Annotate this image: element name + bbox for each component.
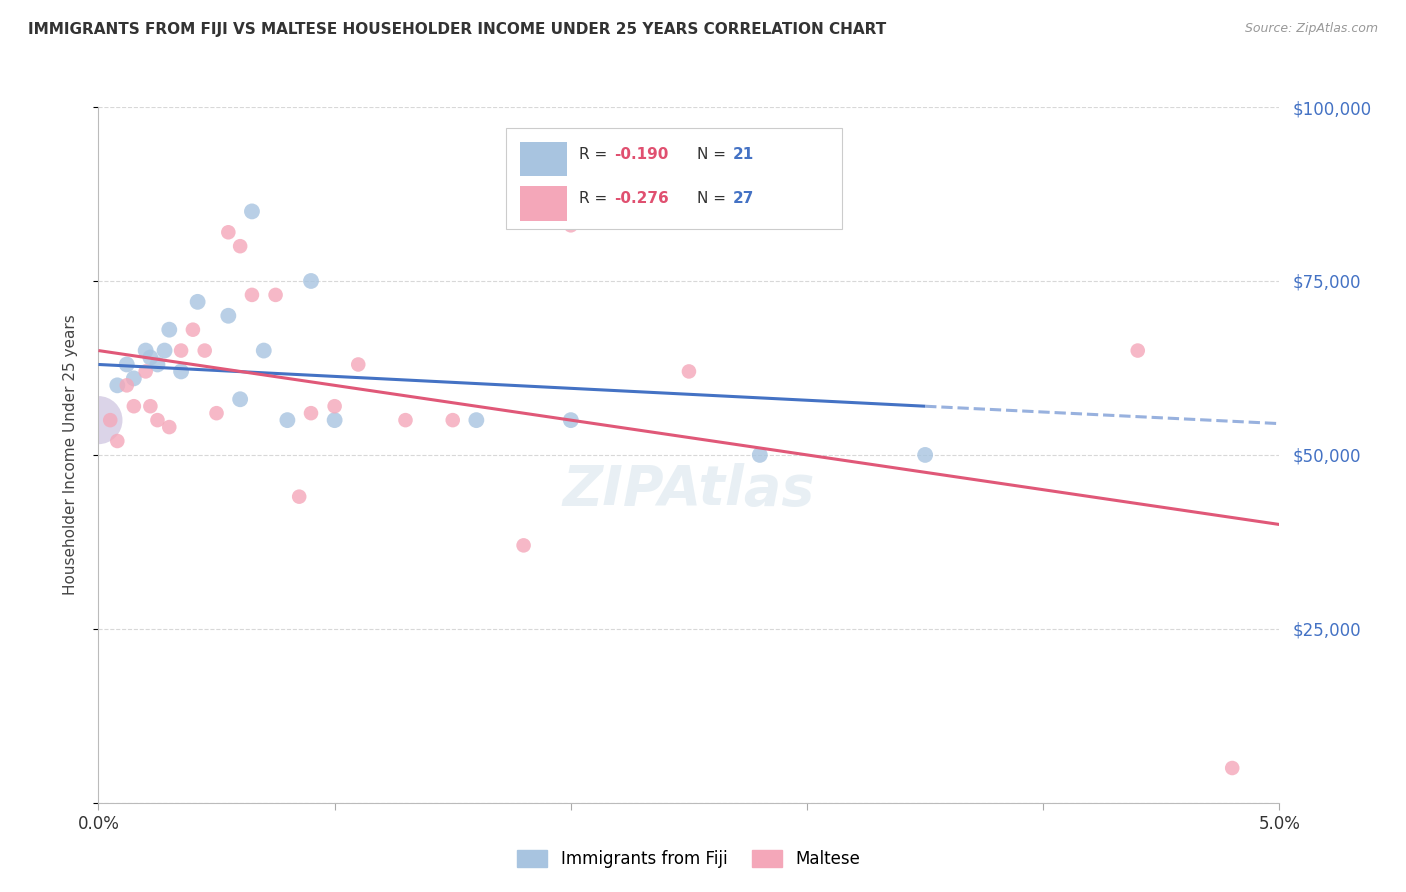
Point: [157, 323, 180, 337]
Point: [153, 343, 176, 358]
Text: 21: 21: [733, 146, 754, 161]
Point: [105, 378, 128, 392]
Text: N =: N =: [697, 146, 731, 161]
Point: [323, 413, 346, 427]
Point: [135, 364, 157, 378]
Point: [139, 399, 162, 413]
FancyBboxPatch shape: [520, 142, 567, 177]
Point: [217, 225, 239, 239]
Point: [288, 490, 311, 504]
Point: [170, 364, 193, 378]
FancyBboxPatch shape: [506, 128, 842, 229]
FancyBboxPatch shape: [520, 186, 567, 220]
Point: [240, 204, 263, 219]
Point: [253, 343, 276, 358]
Text: Source: ZipAtlas.com: Source: ZipAtlas.com: [1244, 22, 1378, 36]
Point: [98, 413, 121, 427]
Point: [748, 448, 770, 462]
Text: R =: R =: [579, 146, 612, 161]
Point: [299, 406, 322, 420]
Point: [105, 434, 128, 448]
Point: [217, 309, 239, 323]
Point: [229, 239, 252, 253]
Point: [187, 294, 209, 309]
Text: N =: N =: [697, 191, 731, 206]
Point: [157, 420, 180, 434]
Point: [394, 413, 416, 427]
Point: [347, 358, 370, 372]
Point: [139, 351, 162, 365]
Point: [205, 406, 228, 420]
Point: [122, 399, 145, 413]
Point: [170, 343, 193, 358]
Point: [1126, 343, 1149, 358]
Text: IMMIGRANTS FROM FIJI VS MALTESE HOUSEHOLDER INCOME UNDER 25 YEARS CORRELATION CH: IMMIGRANTS FROM FIJI VS MALTESE HOUSEHOL…: [28, 22, 886, 37]
Point: [512, 538, 534, 552]
Point: [560, 413, 582, 427]
Text: ZIPAtlas: ZIPAtlas: [562, 463, 815, 516]
Point: [146, 358, 169, 372]
Point: [560, 219, 582, 233]
Point: [323, 399, 346, 413]
Point: [240, 288, 263, 302]
Point: [229, 392, 252, 407]
Legend: Immigrants from Fiji, Maltese: Immigrants from Fiji, Maltese: [510, 843, 868, 874]
Point: [914, 448, 936, 462]
Point: [299, 274, 322, 288]
Point: [1220, 761, 1243, 775]
Point: [441, 413, 464, 427]
Point: [87, 413, 110, 427]
Point: [115, 358, 138, 372]
Point: [264, 288, 287, 302]
Text: -0.276: -0.276: [614, 191, 669, 206]
Point: [135, 343, 157, 358]
Point: [678, 364, 700, 378]
Point: [115, 378, 138, 392]
Point: [465, 413, 488, 427]
Point: [122, 371, 145, 385]
Y-axis label: Householder Income Under 25 years: Householder Income Under 25 years: [63, 315, 77, 595]
Point: [194, 343, 217, 358]
Text: R =: R =: [579, 191, 612, 206]
Text: -0.190: -0.190: [614, 146, 669, 161]
Point: [181, 323, 204, 337]
Point: [276, 413, 298, 427]
Text: 27: 27: [733, 191, 754, 206]
Point: [146, 413, 169, 427]
